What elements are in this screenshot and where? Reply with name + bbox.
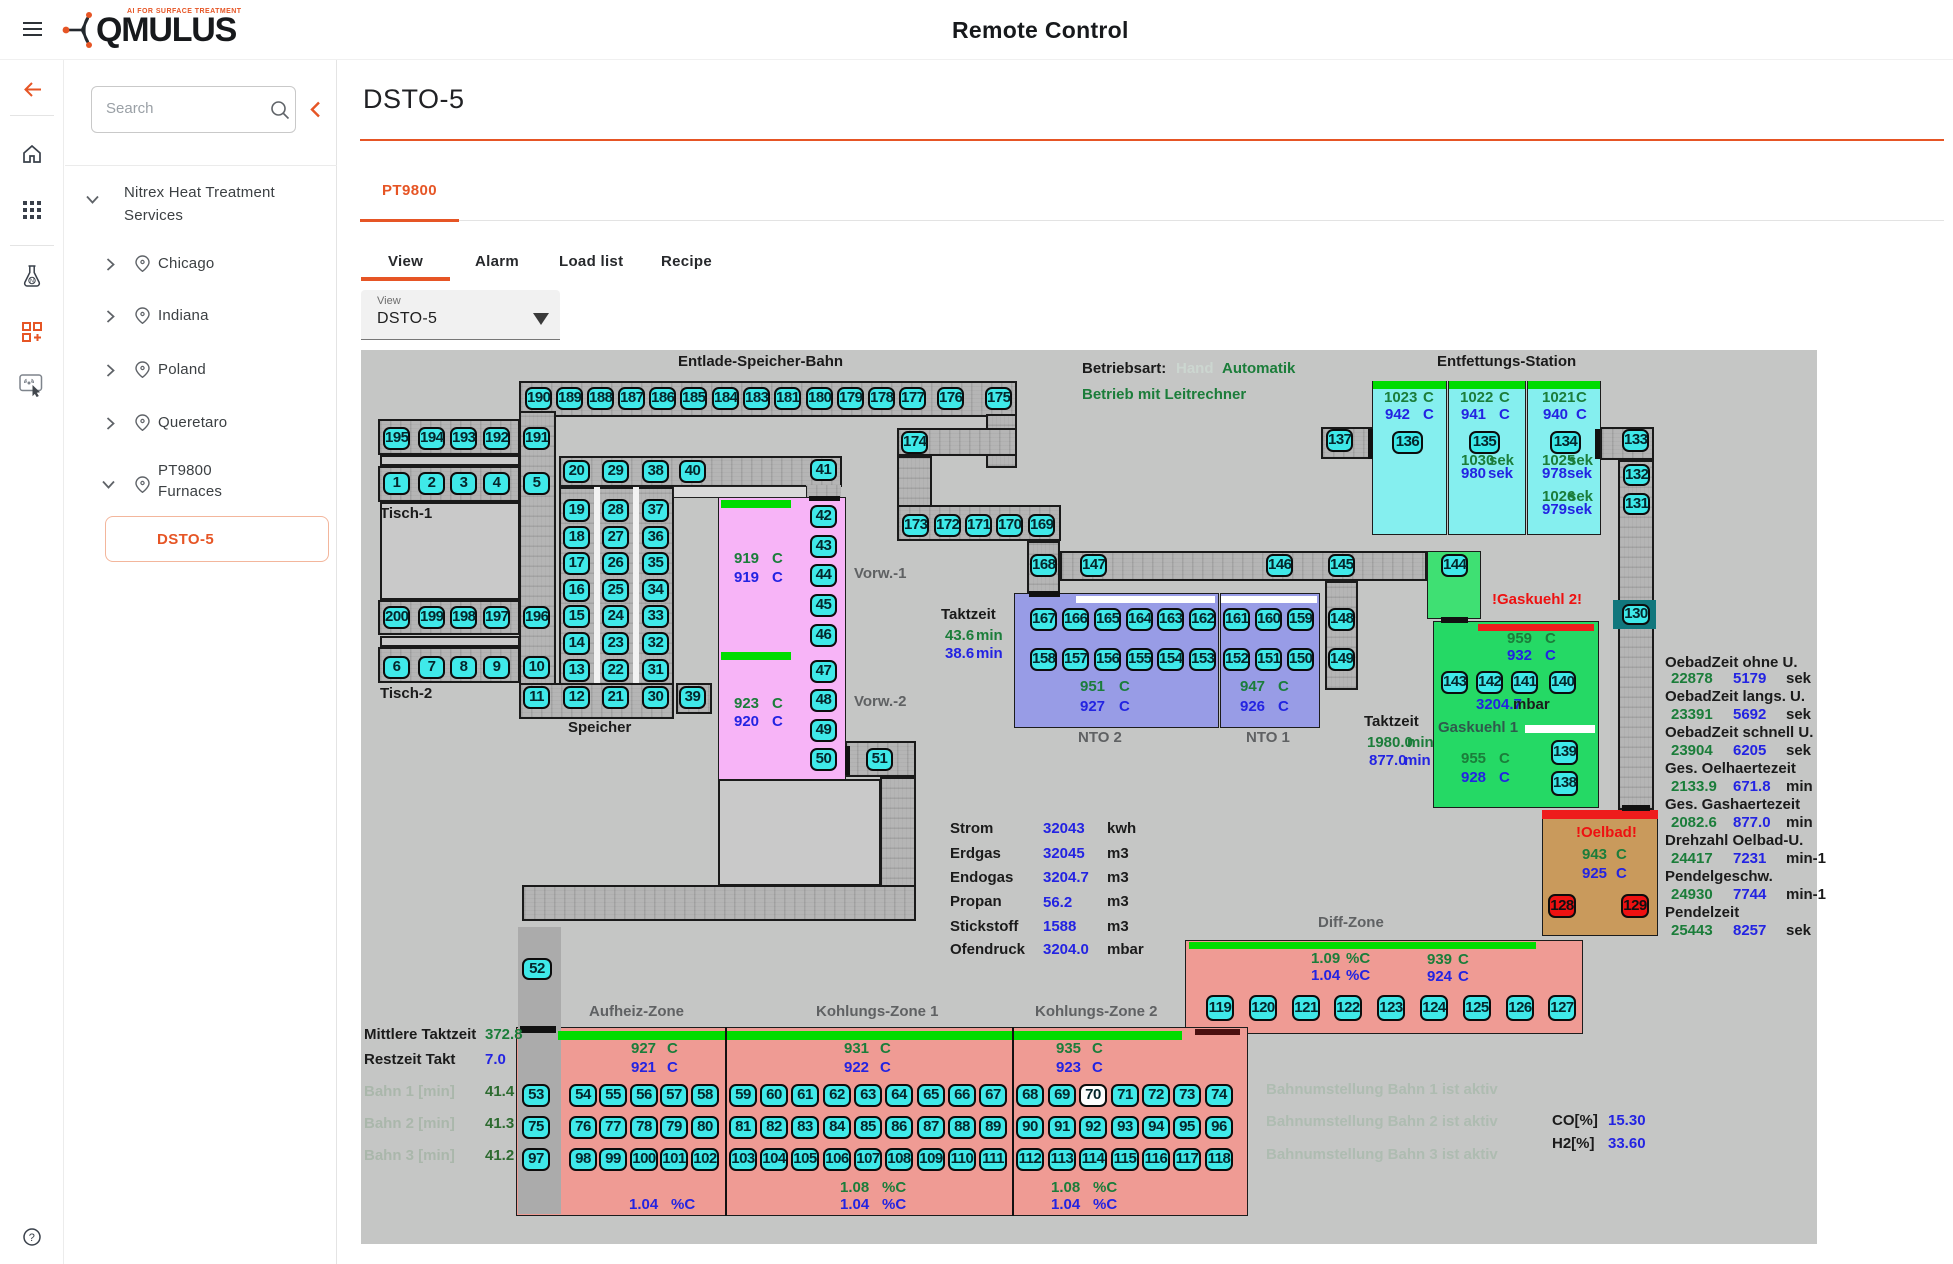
svg-text:?: ?: [29, 1232, 35, 1244]
svg-text:N: N: [30, 279, 34, 285]
